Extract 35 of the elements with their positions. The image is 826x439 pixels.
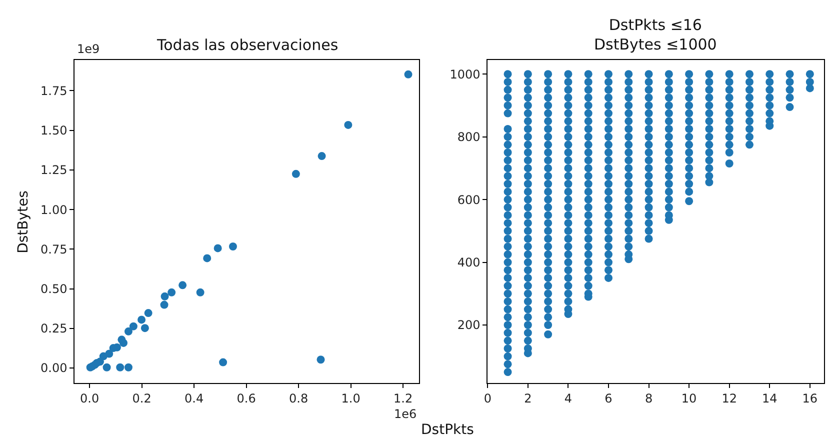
y-tick-label: 200 <box>457 318 480 332</box>
x-tick-label: 8 <box>644 391 653 406</box>
y-axis-title: DstBytes <box>15 190 32 254</box>
x-tick-label: 4 <box>564 391 572 406</box>
x-tick-label: 1.0 <box>341 391 360 406</box>
chart-title: DstPkts ≤16 DstBytes ≤1000 <box>594 16 717 54</box>
x-tick-label: 0 <box>484 391 492 406</box>
text: 1e6 <box>394 407 417 421</box>
x-tick-label: 1.2 <box>394 391 413 406</box>
x-tick-label: 0.6 <box>236 391 256 406</box>
y-tick-label: 400 <box>457 255 480 270</box>
y-tick-label: 0.00 <box>40 361 68 376</box>
x-tick-label: 10 <box>681 391 697 406</box>
y-tick-label: 1.00 <box>40 202 68 217</box>
x-axis-title: DstPkts <box>421 422 474 438</box>
x-tick-label: 6 <box>604 391 612 406</box>
x-tick-label: 0.4 <box>184 391 204 406</box>
y-tick-label: 0.75 <box>40 242 68 256</box>
y-tick-label: 0.25 <box>40 322 68 336</box>
y-tick-label: 0.50 <box>40 282 68 296</box>
y-tick-label: 800 <box>457 130 480 144</box>
y-tick-label: 1.25 <box>40 163 68 178</box>
x-tick-label: 0.8 <box>289 391 308 406</box>
chart-title: Todas las observaciones <box>156 36 338 54</box>
y-tick-label: 1.50 <box>40 124 68 138</box>
y-tick-label: 1000 <box>450 67 480 82</box>
y-tick-label: 600 <box>457 192 480 207</box>
text: 1e9 <box>77 42 100 56</box>
x-tick-label: 2 <box>524 391 532 406</box>
x-tick-label: 12 <box>722 391 737 406</box>
x-tick-label: 14 <box>762 391 778 406</box>
x-tick-label: 16 <box>802 391 818 406</box>
x-tick-label: 0.0 <box>80 391 100 406</box>
x-tick-label: 0.2 <box>132 391 152 406</box>
y-tick-label: 1.75 <box>40 84 68 98</box>
